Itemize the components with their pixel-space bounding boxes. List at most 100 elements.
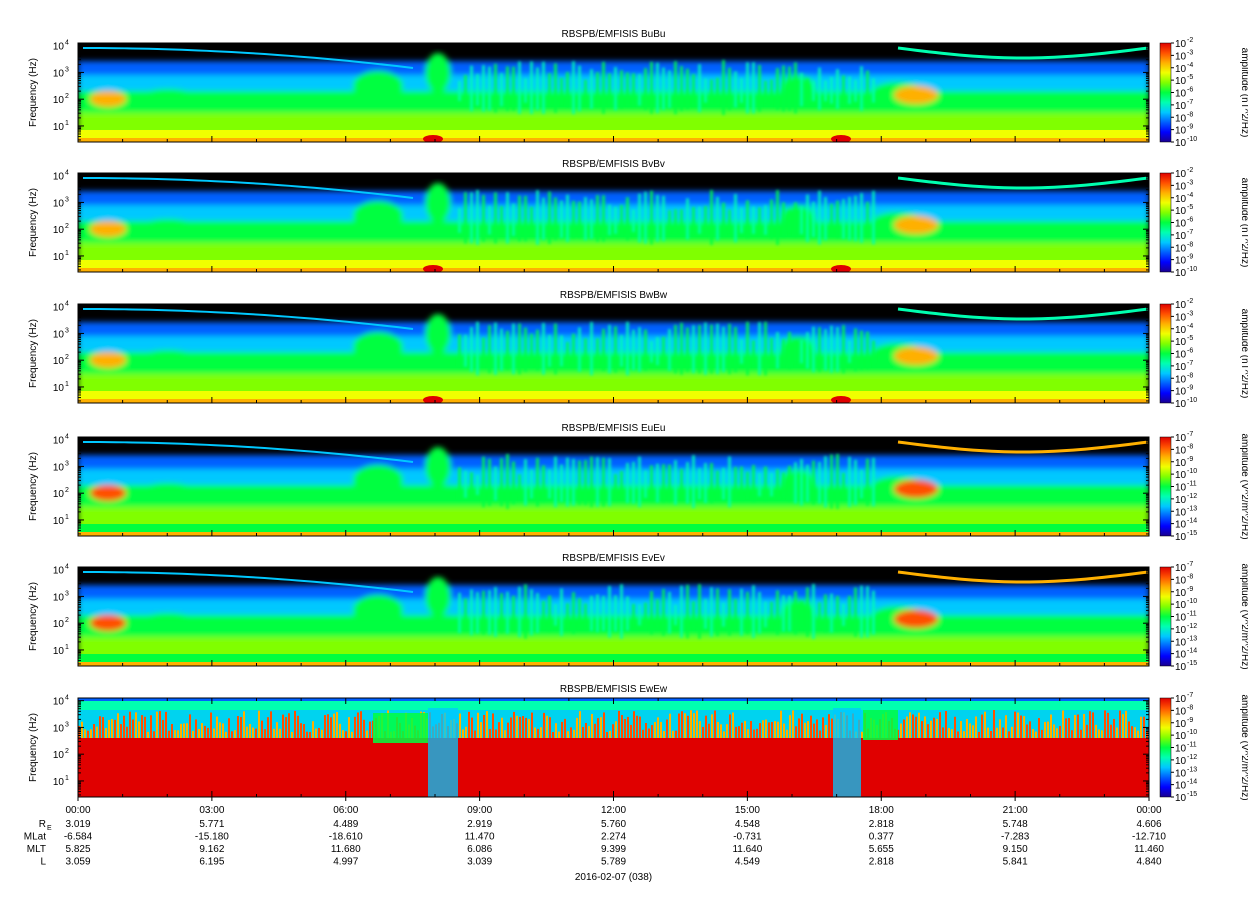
spectrogram-streaks	[458, 60, 875, 115]
colorbar-tick-exponent: -6	[1187, 217, 1193, 224]
ephemeris-value: 5.748	[1003, 819, 1028, 830]
spectrogram-spike	[216, 716, 218, 738]
spectrogram-streak	[686, 584, 689, 639]
spectrogram-streak	[836, 595, 839, 632]
colorbar-tick-label: 10	[1175, 350, 1187, 361]
spectrogram-spike	[945, 711, 947, 738]
spectrogram-streak	[872, 457, 875, 507]
spectrogram-spike	[1086, 724, 1088, 738]
spectrogram-spike	[828, 714, 830, 738]
spectrogram-streak	[632, 603, 635, 626]
ephemeris-value: 4.840	[1136, 857, 1161, 868]
spectrogram-image	[78, 437, 1149, 536]
colorbar-tick-exponent: -10	[1187, 468, 1197, 475]
x-tick-label: 18:00	[869, 805, 894, 816]
ephemeris-value: 4.606	[1136, 819, 1161, 830]
colorbar-tick-exponent: -9	[1187, 717, 1193, 724]
spectrogram-streak	[860, 66, 863, 111]
spectrogram-spike	[531, 712, 533, 738]
spectrogram-streak	[518, 474, 521, 496]
spectrogram-streak	[632, 73, 635, 107]
colorbar-tick-label: 10	[1175, 206, 1187, 217]
y-axis-label: Frequency (Hz)	[28, 582, 39, 651]
spectrogram-spike	[1104, 710, 1106, 738]
spectrogram-spike	[972, 725, 974, 738]
colorbar-tick-label: 10	[1175, 650, 1187, 661]
spectrogram-streak	[626, 596, 629, 631]
colorbar-label: amplitude (V^2/m^2/Hz)	[1239, 433, 1248, 539]
spectrogram-spike	[1140, 716, 1142, 738]
spectrogram-streak	[488, 458, 491, 506]
ephemeris-value: 9.150	[1003, 844, 1028, 855]
spectrogram-streak	[692, 601, 695, 628]
y-tick-label: 10	[53, 198, 65, 209]
x-tick-label: 03:00	[199, 805, 224, 816]
spectrogram-streak	[548, 334, 551, 367]
spectrogram-spike	[747, 729, 749, 738]
y-tick-label: 10	[53, 646, 65, 657]
colorbar-tick-label: 10	[1175, 362, 1187, 373]
spectrogram-spike	[1017, 712, 1019, 738]
spectrogram-spike	[585, 722, 587, 738]
spectrogram-streak	[518, 61, 521, 114]
spectrogram-streak	[794, 340, 797, 363]
spectrogram-streaks	[458, 321, 875, 376]
spectrogram-spike	[681, 711, 683, 738]
spectrogram-spike	[363, 719, 365, 738]
spectrogram-spike	[156, 711, 158, 738]
y-tick-exponent: 1	[65, 120, 69, 127]
spectrogram-streak	[596, 594, 599, 633]
spectrogram-spike	[789, 715, 791, 738]
colorbar-tick-label: 10	[1175, 374, 1187, 385]
colorbar-tick-exponent: -6	[1187, 348, 1193, 355]
colorbar-label: amplitude (nT^2/Hz)	[1239, 309, 1248, 399]
spectrogram-streak	[710, 190, 713, 245]
spectrogram-streak	[614, 474, 617, 496]
spectrogram-streak	[686, 462, 689, 504]
y-tick-exponent: 3	[65, 460, 69, 467]
spectrogram-spike	[1035, 731, 1037, 738]
spectrogram-spike	[591, 713, 593, 738]
colorbar-tick-label: 10	[1175, 126, 1187, 137]
spectrogram-streak	[536, 457, 539, 507]
spectrogram-spike	[771, 722, 773, 738]
spectrogram-spike	[690, 710, 692, 738]
spectrogram-streak	[758, 473, 761, 497]
spectrogram-spike	[486, 711, 488, 738]
colorbar-tick-label: 10	[1175, 325, 1187, 336]
spectrogram-spike	[501, 717, 503, 738]
spectrogram-spike	[543, 712, 545, 738]
spectrogram-spike	[1119, 710, 1121, 738]
spectrogram-hotspot	[831, 396, 851, 403]
spectrogram-streak	[782, 472, 785, 497]
ephemeris-value: 4.489	[333, 819, 358, 830]
spectrogram-bottom-band	[78, 260, 1149, 268]
spectrogram-streak	[542, 323, 545, 375]
spectrogram-spike	[1110, 724, 1112, 738]
y-tick-label: 10	[53, 95, 65, 106]
ephemeris-value: 2.274	[601, 832, 626, 843]
spectrogram-streak	[638, 74, 641, 106]
colorbar-tick-label: 10	[1175, 694, 1187, 705]
spectrogram-streak	[632, 209, 635, 233]
spectrogram-spike	[726, 724, 728, 738]
time-axis: 00:00 03:00 06:00 09:00 12:00 15:00 18:00 21:00…	[65, 797, 1162, 816]
spectrogram-streak	[476, 474, 479, 496]
spectrogram-streak	[506, 454, 509, 509]
spectrogram-upper-band	[82, 308, 414, 330]
spectrogram-streak	[524, 78, 527, 103]
colorbar-label: amplitude (nT^2/Hz)	[1239, 178, 1248, 268]
spectrogram-upper-band	[897, 46, 1149, 60]
spectrogram-streak	[716, 588, 719, 637]
spectrogram-spike	[1125, 710, 1127, 738]
spectrogram-spike	[687, 715, 689, 738]
spectrogram-spike	[723, 731, 725, 738]
colorbar-tick-label: 10	[1175, 532, 1187, 543]
spectrogram-streak	[776, 332, 779, 369]
spectrogram-streak	[476, 592, 479, 634]
spectrogram-spike	[669, 713, 671, 738]
x-tick-label: 09:00	[467, 805, 492, 816]
